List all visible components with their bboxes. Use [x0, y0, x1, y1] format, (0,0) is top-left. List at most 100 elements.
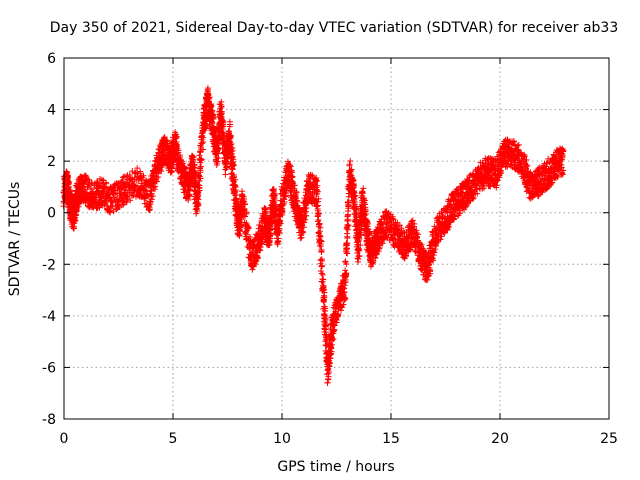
data-point	[169, 165, 176, 172]
data-point	[233, 195, 240, 202]
data-point	[168, 163, 175, 170]
y-tick-label: -4	[42, 309, 56, 325]
data-point	[275, 238, 282, 245]
data-point	[254, 254, 261, 261]
data-point	[241, 205, 248, 212]
data-point	[196, 152, 203, 159]
data-point	[232, 176, 239, 183]
data-point	[186, 193, 193, 200]
data-point	[107, 209, 114, 216]
y-tick-label: -6	[42, 360, 56, 376]
data-point	[240, 195, 247, 202]
data-point	[227, 132, 234, 139]
data-point	[206, 94, 213, 101]
data-point	[210, 116, 217, 123]
data-point	[158, 168, 165, 175]
data-point	[347, 157, 354, 164]
data-point	[124, 196, 131, 203]
data-point	[314, 213, 321, 220]
y-tick-label: -2	[42, 257, 56, 273]
grid-lines	[64, 58, 609, 419]
data-point	[155, 174, 162, 181]
data-point	[200, 134, 207, 141]
data-point	[218, 103, 225, 110]
y-tick-label: -8	[42, 412, 56, 428]
data-point	[215, 144, 222, 151]
data-point	[200, 146, 207, 153]
data-point	[232, 188, 239, 195]
data-point	[227, 121, 234, 128]
data-point	[242, 213, 249, 220]
data-point	[123, 173, 130, 180]
data-point	[117, 190, 124, 197]
data-point	[66, 188, 73, 195]
data-point	[134, 182, 141, 189]
data-point	[79, 183, 86, 190]
data-point	[197, 155, 204, 162]
data-point	[198, 163, 205, 170]
data-point	[119, 177, 126, 184]
data-point	[190, 154, 197, 161]
data-point	[173, 133, 180, 140]
data-point	[228, 141, 235, 148]
data-point	[203, 122, 210, 129]
data-point	[230, 172, 237, 179]
data-point	[229, 153, 236, 160]
data-point	[95, 182, 102, 189]
data-point	[252, 258, 259, 265]
data-point	[316, 221, 323, 228]
data-point	[220, 123, 227, 130]
data-point	[315, 217, 322, 224]
data-point	[106, 193, 113, 200]
data-point	[194, 208, 201, 215]
data-point	[153, 178, 160, 185]
x-tick-label: 10	[273, 431, 291, 447]
x-tick-label: 25	[600, 431, 618, 447]
data-point	[76, 200, 83, 207]
data-point	[257, 243, 264, 250]
data-point	[70, 225, 77, 232]
data-point	[88, 179, 95, 186]
data-point	[137, 168, 144, 175]
plot-frame	[63, 57, 610, 420]
data-point	[151, 186, 158, 193]
data-point	[182, 165, 189, 172]
data-point	[196, 184, 203, 191]
data-point	[214, 158, 221, 165]
data-point	[127, 197, 134, 204]
data-point	[215, 155, 222, 162]
chart-title: Day 350 of 2021, Sidereal Day-to-day VTE…	[50, 20, 619, 36]
data-point	[199, 140, 206, 147]
data-point	[318, 248, 325, 255]
data-point	[267, 231, 274, 238]
data-point	[186, 186, 193, 193]
data-point	[126, 171, 133, 178]
data-point	[242, 228, 249, 235]
data-point	[173, 144, 180, 151]
data-point	[148, 196, 155, 203]
data-point	[229, 145, 236, 152]
data-point	[193, 210, 200, 217]
data-point	[241, 201, 248, 208]
data-point	[243, 209, 250, 216]
data-point	[229, 165, 236, 172]
data-point	[218, 103, 225, 110]
data-point	[119, 196, 126, 203]
data-points	[60, 85, 567, 386]
data-point	[93, 205, 100, 212]
data-point	[72, 214, 79, 221]
data-point	[245, 224, 252, 231]
data-point	[223, 164, 230, 171]
data-point	[197, 169, 204, 176]
data-point	[88, 186, 95, 193]
data-point	[117, 179, 124, 186]
data-point	[244, 224, 251, 231]
x-tick-label: 5	[169, 431, 178, 447]
data-point	[342, 258, 349, 265]
data-point	[106, 208, 113, 215]
data-point	[204, 86, 211, 93]
data-point	[262, 206, 269, 213]
data-point	[257, 222, 263, 229]
data-point	[236, 231, 243, 238]
